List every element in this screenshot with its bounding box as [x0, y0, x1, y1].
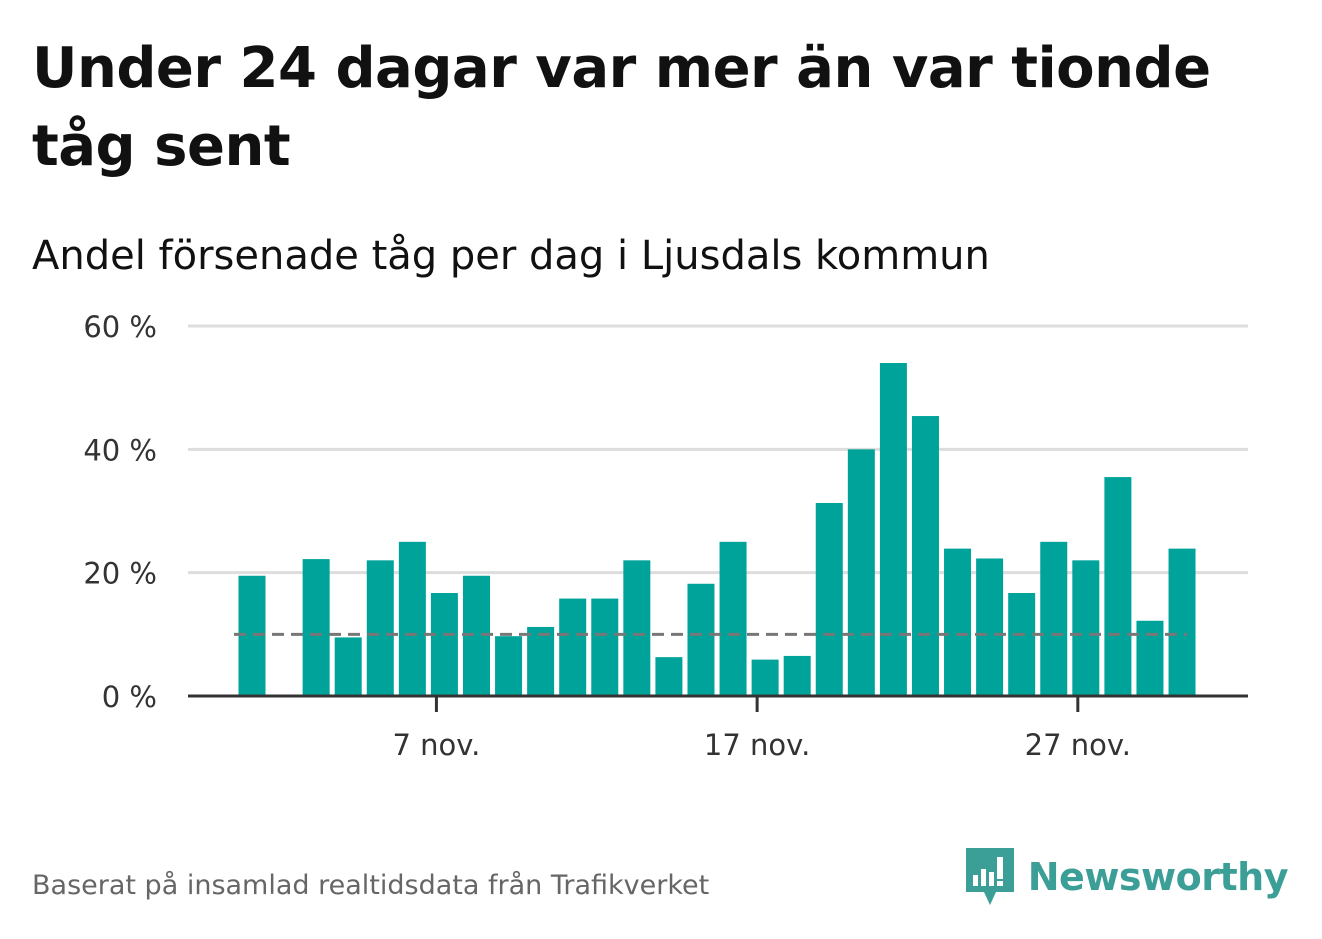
bar: [976, 558, 1004, 696]
bar: [944, 548, 972, 696]
y-tick-label: 20 %: [83, 557, 157, 591]
bar: [1040, 541, 1068, 696]
bar: [430, 593, 458, 696]
chart-subtitle: Andel försenade tåg per dag i Ljusdals k…: [32, 233, 990, 279]
bar: [687, 583, 715, 696]
bar: [911, 416, 939, 696]
bar-chart: 0 % 20 % 40 % 60 % 7 nov. 17 nov. 27 nov.: [83, 310, 1248, 762]
bar: [462, 575, 490, 696]
x-tick-label: 27 nov.: [1025, 728, 1131, 762]
bar: [495, 636, 523, 696]
chart-title: Under 24 dagar var mer än var tionde tåg…: [32, 36, 1211, 179]
gridlines: [188, 324, 1248, 575]
bar: [719, 541, 747, 696]
bar: [1104, 477, 1132, 696]
bar: [815, 502, 843, 696]
bar: [751, 659, 779, 696]
bar: [783, 655, 811, 696]
y-axis-ticks: 0 % 20 % 40 % 60 %: [83, 310, 157, 714]
newsworthy-logo-icon: [965, 848, 1014, 905]
y-tick-label: 40 %: [83, 433, 157, 467]
x-tick-label: 7 nov.: [392, 728, 480, 762]
bar: [1008, 593, 1036, 696]
source-note: Baserat på insamlad realtidsdata från Tr…: [32, 870, 710, 901]
bar: [527, 626, 555, 696]
brand-name: Newsworthy: [1027, 855, 1289, 899]
x-tick-label: 17 nov.: [704, 728, 810, 762]
bars: [238, 363, 1196, 696]
bar: [591, 598, 619, 696]
bar: [559, 598, 587, 696]
bar: [1072, 560, 1100, 696]
bar: [655, 657, 683, 696]
bar: [334, 637, 362, 696]
bar: [398, 541, 426, 696]
bar: [302, 559, 330, 696]
x-axis-ticks: 7 nov. 17 nov. 27 nov.: [392, 696, 1131, 762]
bar: [623, 560, 651, 696]
bar: [238, 575, 266, 696]
newsworthy-logo: Newsworthy: [965, 848, 1289, 906]
bar: [847, 449, 875, 696]
bar: [1168, 548, 1196, 696]
y-tick-label: 60 %: [83, 310, 157, 344]
bar: [366, 560, 394, 696]
bar: [879, 363, 907, 696]
y-tick-label: 0 %: [102, 680, 157, 714]
bar: [1136, 620, 1164, 696]
